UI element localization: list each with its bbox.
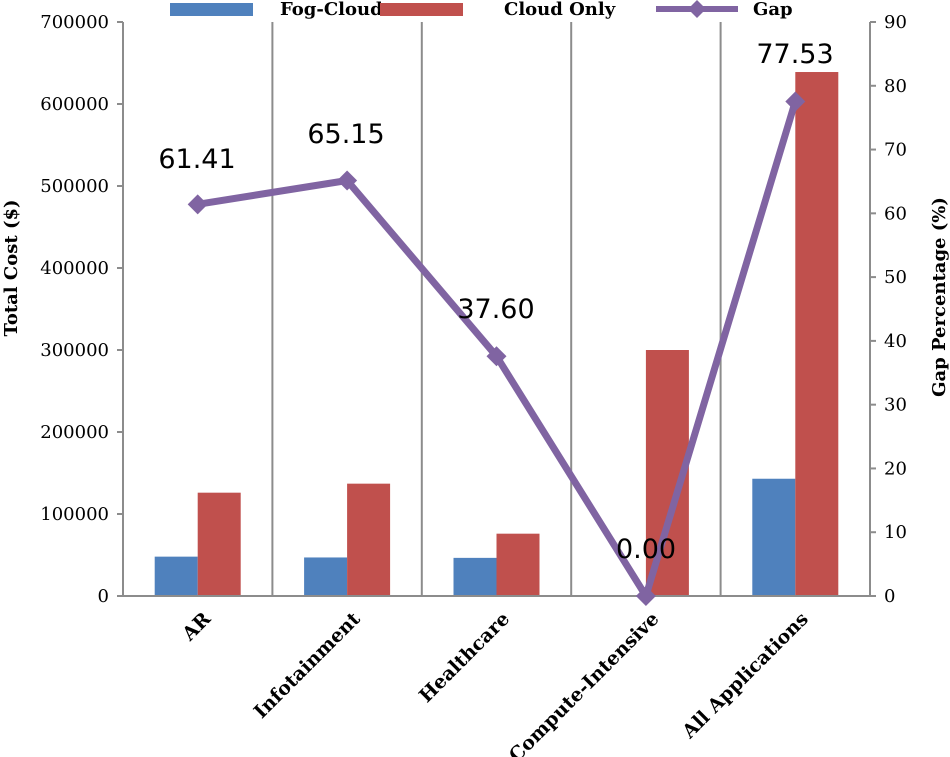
legend-swatch-fog-cloud	[170, 3, 253, 16]
bar-fog-cloud	[752, 478, 796, 596]
right-tick-label: 30	[884, 395, 907, 416]
bar-cloud-only	[197, 492, 241, 596]
bar-cloud-only	[347, 483, 391, 596]
legend-label-cloud-only: Cloud Only	[504, 0, 616, 20]
legend-swatch-cloud-only	[380, 3, 463, 16]
gap-marker	[337, 170, 358, 191]
right-tick-label: 80	[884, 76, 907, 97]
right-tick-label: 60	[884, 203, 907, 224]
gap-data-labels: 61.41 65.15 37.60 0.00 77.53	[158, 39, 833, 565]
legend: Fog-Cloud Cloud Only Gap	[170, 0, 793, 20]
left-tick-label: 300000	[40, 340, 109, 361]
gap-data-label: 0.00	[616, 534, 676, 565]
left-tick-label: 100000	[40, 504, 109, 525]
right-tick-label: 40	[884, 331, 907, 352]
left-tick-label: 0	[98, 586, 109, 607]
legend-label-fog-cloud: Fog-Cloud	[280, 0, 383, 20]
gap-marker	[785, 91, 806, 112]
bar-fog-cloud	[154, 556, 198, 596]
gap-marker	[486, 346, 507, 367]
left-axis-ticks: 0 100000 200000 300000 400000 500000 600000 700…	[40, 12, 123, 607]
axes	[122, 22, 871, 597]
legend-marker-gap	[688, 0, 706, 18]
gap-data-label: 61.41	[158, 144, 235, 175]
bar-cloud-only	[496, 533, 540, 596]
gap-marker	[187, 194, 208, 215]
category-label: Compute-Intensive	[505, 608, 664, 757]
bar-series	[154, 72, 839, 596]
legend-label-gap: Gap	[753, 0, 793, 20]
left-tick-label: 200000	[40, 422, 109, 443]
grid-lines	[271, 22, 722, 596]
right-tick-label: 90	[884, 12, 907, 33]
right-tick-label: 10	[884, 522, 907, 543]
right-tick-label: 50	[884, 267, 907, 288]
gap-data-label: 77.53	[756, 39, 833, 70]
right-tick-label: 70	[884, 140, 907, 161]
left-tick-label: 700000	[40, 12, 109, 33]
right-tick-label: 20	[884, 458, 907, 479]
category-label: Infotainment	[250, 608, 365, 723]
gap-data-label: 37.60	[457, 294, 534, 325]
gap-line-series	[187, 91, 806, 606]
gap-marker	[635, 586, 656, 606]
bar-fog-cloud	[304, 557, 348, 596]
right-axis-ticks: 0 10 20 30 40 50 60 70 80 90	[870, 12, 907, 607]
left-tick-label: 400000	[40, 258, 109, 279]
gap-data-label: 65.15	[307, 119, 384, 150]
left-axis-title: Total Cost ($)	[1, 199, 22, 336]
category-labels: AR Infotainment HealthcareCompute-Intensiv…	[177, 608, 812, 757]
right-tick-label: 0	[884, 586, 895, 607]
category-label: All Applications	[677, 608, 812, 743]
left-tick-label: 500000	[40, 176, 109, 197]
category-label: AR	[177, 608, 215, 646]
category-label: Healthcare	[415, 608, 514, 707]
left-tick-label: 600000	[40, 94, 109, 115]
right-axis-title: Gap Percentage (%)	[929, 197, 950, 397]
bar-cloud-only	[795, 72, 839, 596]
bar-fog-cloud	[453, 557, 497, 596]
